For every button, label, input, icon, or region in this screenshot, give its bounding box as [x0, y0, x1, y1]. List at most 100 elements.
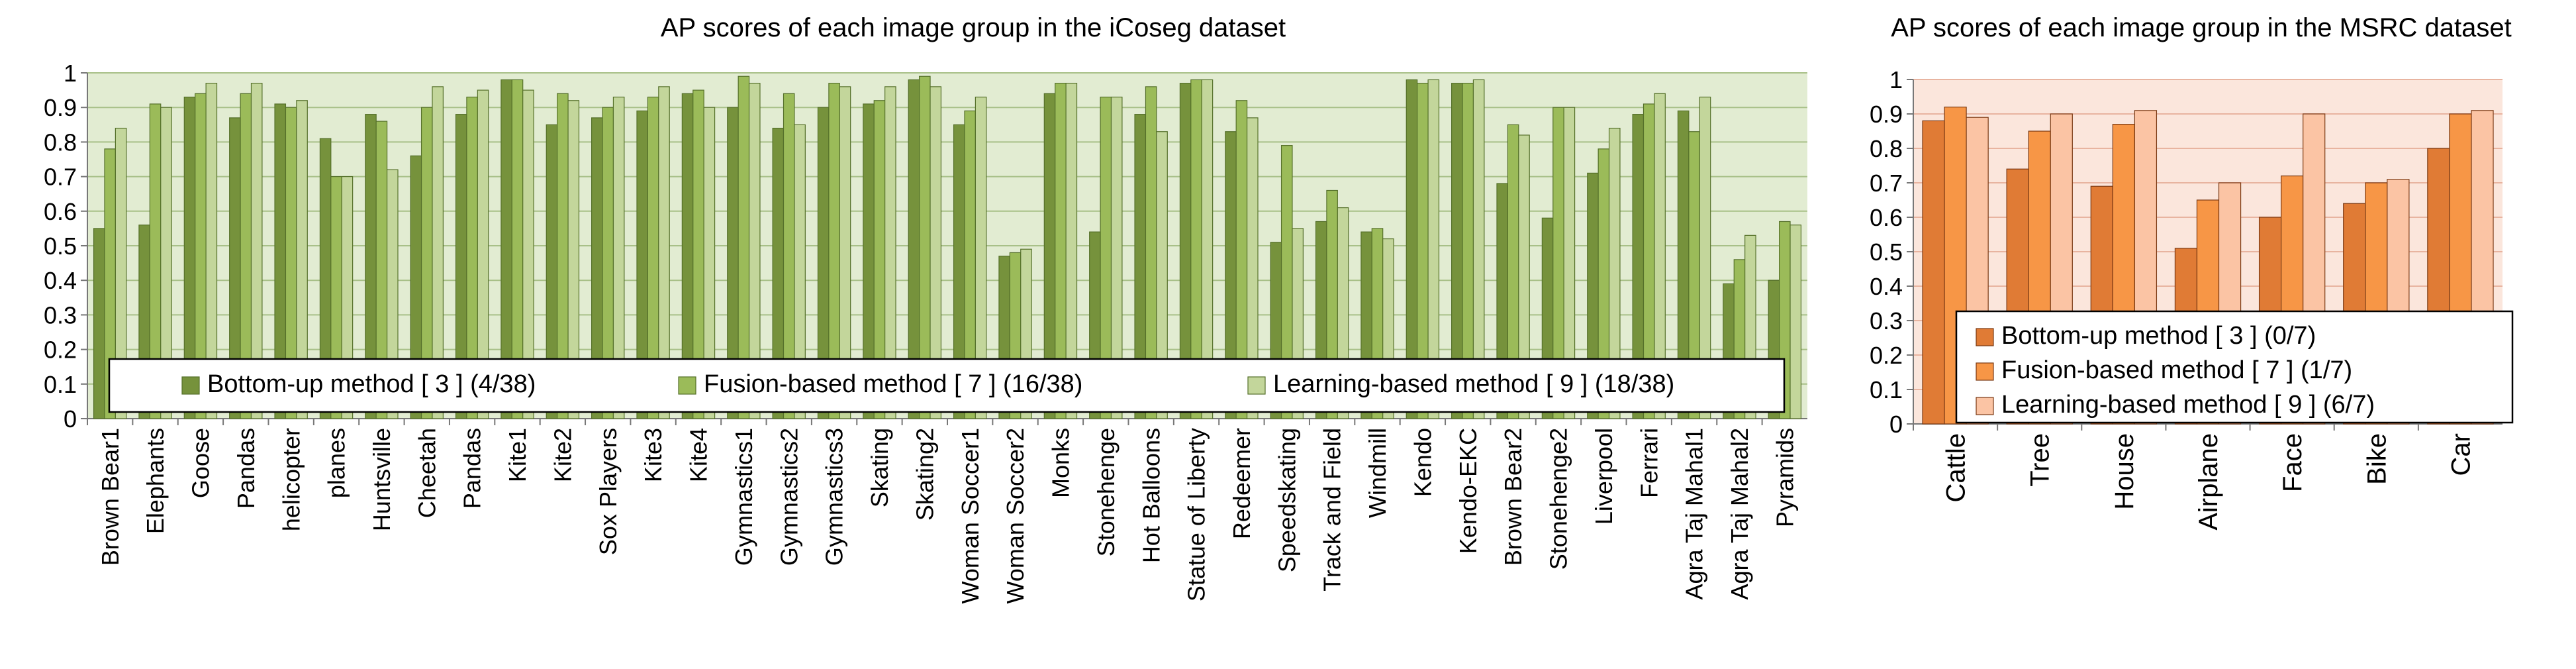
bar [1065, 83, 1078, 419]
legend-label: Bottom-up method [ 3 ] (4/38) [207, 370, 536, 398]
y-tick-label: 0.4 [1870, 273, 1903, 300]
x-tick-label: Brown Bear1 [97, 428, 124, 566]
bar [1156, 131, 1168, 419]
bar [1699, 96, 1711, 419]
y-tick-label: 0.7 [1870, 170, 1903, 197]
bar [794, 124, 806, 419]
bar [567, 100, 580, 419]
bar [839, 86, 851, 419]
bar [477, 89, 489, 419]
x-tick-label: Skating2 [911, 428, 938, 521]
x-tick-label: Pandas [232, 428, 260, 509]
x-tick-label: Huntsville [368, 428, 395, 531]
legend-box [1955, 310, 2514, 424]
bar [1427, 79, 1440, 419]
y-tick-label: 0.4 [44, 267, 77, 294]
x-tick-label: Car [2446, 433, 2475, 476]
bar [975, 96, 987, 419]
x-tick-label: Bike [2362, 433, 2391, 485]
legend-label: Fusion-based method [ 7 ] (16/38) [704, 370, 1082, 398]
legend-swatch [1976, 362, 1994, 381]
bar [522, 89, 534, 419]
x-tick-label: Goose [187, 428, 215, 498]
x-tick-label: Brown Bear2 [1500, 428, 1527, 566]
x-tick-label: Kite4 [685, 428, 712, 482]
x-tick-label: Agra Taj Mahal2 [1726, 428, 1753, 600]
bar [1608, 127, 1621, 419]
legend-box [108, 358, 1786, 413]
x-tick-label: Stonehenge2 [1545, 428, 1572, 570]
x-tick-label: Gymnastics3 [821, 428, 848, 566]
y-tick-label: 0.5 [1870, 238, 1903, 266]
x-tick-label: Sox Players [595, 428, 622, 555]
x-tick-label: Kite3 [640, 428, 667, 482]
bar [1563, 107, 1576, 419]
y-tick-label: 0 [1889, 411, 1903, 438]
x-tick-label: Cattle [1942, 433, 1971, 503]
bar [1789, 225, 1802, 419]
x-tick-label: Statue of Liberty [1183, 428, 1210, 601]
x-tick-label: Woman Soccer2 [1002, 428, 1029, 603]
y-tick-label: 1 [1889, 66, 1903, 93]
x-tick-label: Kite2 [549, 428, 576, 482]
x-tick-label: Tree [2026, 433, 2055, 487]
bar [703, 107, 716, 419]
y-tick-label: 0.2 [1870, 342, 1903, 369]
x-tick-label: Redeemer [1228, 428, 1255, 539]
bar [115, 127, 127, 419]
x-tick-label: Kendo [1409, 428, 1436, 497]
y-tick-label: 0.6 [44, 198, 77, 225]
y-tick-label: 0.9 [44, 94, 77, 121]
bar [1654, 93, 1666, 419]
y-tick-label: 0.3 [44, 301, 77, 329]
bar [296, 100, 308, 419]
x-tick-label: Ferrari [1635, 428, 1662, 498]
bar [884, 86, 896, 419]
y-tick-label: 0.1 [44, 371, 77, 398]
x-tick-label: Kendo-EKC [1455, 428, 1482, 554]
y-tick-label: 0.2 [44, 336, 77, 364]
x-tick-label: Woman Soccer1 [957, 428, 984, 603]
x-tick-label: Monks [1047, 428, 1074, 498]
x-tick-label: Liverpool [1590, 428, 1617, 525]
bar [205, 83, 218, 419]
x-tick-label: Pyramids [1771, 428, 1798, 527]
legend-label: Learning-based method [ 9 ] (18/38) [1273, 370, 1674, 398]
x-tick-label: Kite1 [504, 428, 531, 482]
x-tick-label: Gymnastics2 [775, 428, 802, 566]
x-tick-label: planes [323, 428, 350, 498]
bar [341, 176, 354, 419]
bar [250, 83, 263, 419]
y-tick-label: 0 [64, 405, 77, 433]
bar [1922, 120, 1945, 425]
bar [1246, 117, 1259, 419]
y-tick-label: 1 [64, 60, 77, 87]
y-tick-label: 0.7 [44, 164, 77, 191]
x-tick-label: Agra Taj Mahal1 [1681, 428, 1708, 600]
y-tick-label: 0.1 [1870, 376, 1903, 403]
legend-label: Learning-based method [ 9 ] (6/7) [2001, 391, 2375, 419]
legend-swatch [678, 376, 696, 395]
x-tick-label: Cheetah [413, 428, 440, 518]
bar [612, 96, 625, 419]
x-tick-label: Stonehenge [1092, 428, 1120, 556]
y-tick-label: 0.5 [44, 232, 77, 260]
x-tick-label: Pandas [459, 428, 486, 509]
bar [432, 86, 444, 419]
x-tick-label: Track and Field [1319, 428, 1346, 592]
bar [930, 86, 942, 419]
legend-label: Fusion-based method [ 7 ] (1/7) [2001, 356, 2352, 384]
legend-swatch [1976, 328, 1994, 346]
x-tick-label: Gymnastics1 [730, 428, 757, 566]
x-tick-label: House [2110, 433, 2139, 510]
legend-swatch [1247, 376, 1266, 395]
x-tick-label: Elephants [142, 428, 169, 534]
bar [658, 86, 670, 419]
bar [748, 83, 761, 419]
x-tick-label: Hot Balloons [1137, 428, 1165, 563]
x-tick-label: Face [2278, 433, 2307, 492]
bar [1472, 79, 1485, 419]
bar [160, 107, 172, 419]
y-tick-label: 0.9 [1870, 101, 1903, 128]
